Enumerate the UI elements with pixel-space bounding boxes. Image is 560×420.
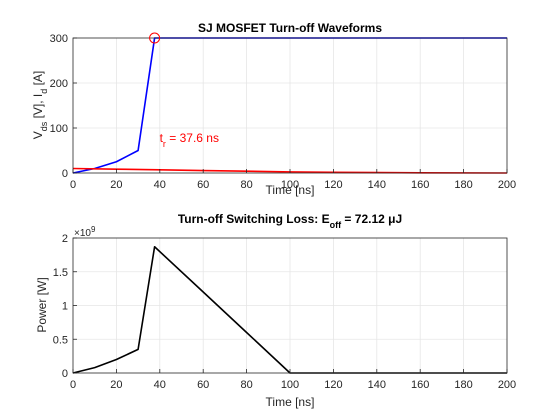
bottom-x-axis-label: Time [ns] <box>266 395 315 409</box>
top-x-tick-label: 20 <box>110 179 122 191</box>
top-x-tick-label: 180 <box>454 179 472 191</box>
bottom-x-tick-label: 160 <box>411 379 429 391</box>
bottom-y-tick-label: 1 <box>62 301 68 313</box>
bottom-x-tick-label: 80 <box>240 379 252 391</box>
bottom-y-tick-label: 1.5 <box>53 267 68 279</box>
top-x-tick-label: 160 <box>411 179 429 191</box>
top-ticks: 0 20 40 60 80 100 120 140 160 180 200 0 100 200 300 <box>50 33 517 191</box>
top-x-tick-label: 100 <box>281 179 299 191</box>
top-y-tick-label: 200 <box>50 78 68 90</box>
bottom-grid <box>73 238 507 373</box>
bottom-y-exponent: ×109 <box>74 225 96 240</box>
top-x-axis-label: Time [ns] <box>266 183 315 197</box>
top-grid <box>73 38 507 173</box>
bottom-y-tick-label: 0.5 <box>53 334 68 346</box>
top-x-tick-label: 60 <box>197 179 209 191</box>
bottom-x-tick-label: 100 <box>281 379 299 391</box>
bottom-x-tick-label: 60 <box>197 379 209 391</box>
bottom-title: Turn-off Switching Loss: Eoff = 72.12 μJ <box>178 212 402 230</box>
bottom-y-tick-label: 2 <box>62 233 68 245</box>
top-y-axis-label: Vds [V], Id [A] <box>31 71 49 140</box>
top-y-tick-label: 100 <box>50 123 68 135</box>
top-x-tick-label: 40 <box>154 179 166 191</box>
bottom-x-tick-label: 40 <box>154 379 166 391</box>
bottom-x-tick-label: 180 <box>454 379 472 391</box>
bottom-x-tick-label: 0 <box>70 379 76 391</box>
top-annotations: tr = 37.6 ns <box>149 32 219 149</box>
bottom-x-tick-label: 200 <box>498 379 516 391</box>
top-rise-time-label: tr = 37.6 ns <box>160 131 219 149</box>
bottom-series-line-1 <box>72 245 507 374</box>
top-axes: 0 20 40 60 80 100 120 140 160 180 200 0 100 200 300 tr… <box>31 21 516 197</box>
bottom-axes: 0 20 40 60 80 100 120 140 160 180 200 0 0.5 1 1.5 2 Tur… <box>35 212 516 409</box>
bottom-x-tick-label: 20 <box>110 379 122 391</box>
top-x-tick-label: 140 <box>368 179 386 191</box>
top-x-tick-label: 120 <box>324 179 342 191</box>
top-title: SJ MOSFET Turn-off Waveforms <box>198 21 382 35</box>
top-x-tick-label: 200 <box>498 179 516 191</box>
top-x-tick-label: 80 <box>240 179 252 191</box>
top-rise-time-marker <box>149 32 161 44</box>
bottom-y-axis-label: Power [W] <box>35 277 49 332</box>
bottom-y-tick-label: 0 <box>62 368 68 380</box>
bottom-ticks: 0 20 40 60 80 100 120 140 160 180 200 0 0.5 1 1.5 2 <box>53 233 516 391</box>
bottom-x-tick-label: 120 <box>324 379 342 391</box>
top-y-tick-label: 0 <box>62 168 68 180</box>
bottom-x-tick-label: 140 <box>368 379 386 391</box>
top-x-tick-label: 0 <box>70 179 76 191</box>
top-y-tick-label: 300 <box>50 33 68 45</box>
bottom-series <box>72 245 507 374</box>
